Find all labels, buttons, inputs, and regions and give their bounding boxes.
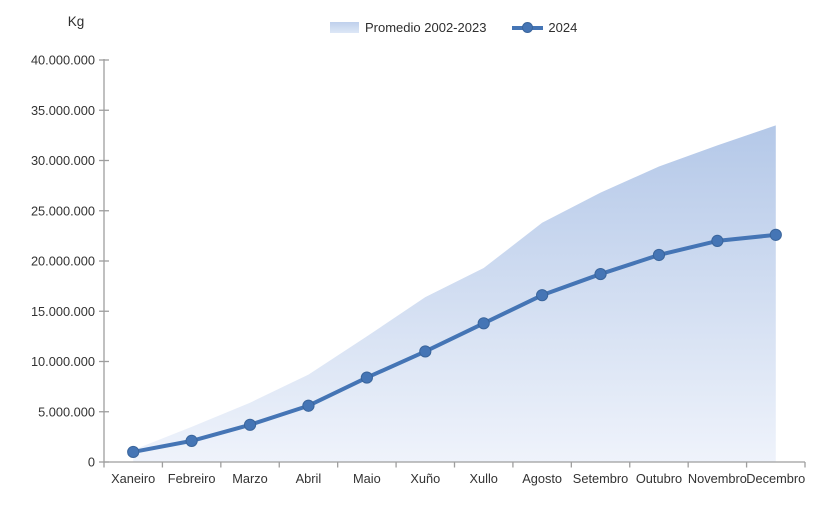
- legend-item-2024: 2024: [512, 20, 577, 35]
- x-category-label: Novembro: [688, 471, 747, 486]
- y-tick-label: 35.000.000: [31, 103, 95, 118]
- line-marker-icon: [512, 22, 544, 33]
- data-point-marker: [360, 371, 373, 384]
- line-marker-dot-icon: [522, 22, 534, 33]
- data-point-marker: [302, 399, 315, 412]
- y-tick-label: 15.000.000: [31, 304, 95, 319]
- x-category-label: Outubro: [636, 471, 682, 486]
- y-axis-unit-label: Kg: [67, 14, 85, 29]
- data-point-marker: [594, 267, 607, 281]
- y-tick-label: 10.000.000: [31, 354, 95, 369]
- data-point-marker: [711, 234, 724, 247]
- legend-label-promedio: Promedio 2002-2023: [365, 20, 487, 35]
- legend-label-2024: 2024: [548, 20, 578, 35]
- y-tick-label: 5.000.000: [38, 404, 95, 419]
- data-point-marker: [419, 345, 432, 358]
- data-point-marker: [243, 418, 257, 431]
- x-category-label: Marzo: [232, 471, 268, 486]
- x-category-label: Setembro: [573, 471, 628, 486]
- data-point-marker: [477, 317, 490, 330]
- data-point-marker: [536, 289, 549, 302]
- x-category-label: Xaneiro: [111, 471, 155, 486]
- x-category-label: Febreiro: [168, 471, 216, 486]
- x-category-label: Maio: [353, 471, 381, 486]
- year-2024-line-series: [131, 232, 778, 454]
- x-category-label: Xuño: [410, 471, 440, 486]
- y-tick-label: 25.000.000: [31, 203, 95, 218]
- area-swatch-icon: [330, 22, 359, 33]
- data-point-marker: [185, 434, 198, 447]
- x-category-label: Agosto: [522, 471, 562, 486]
- data-point-marker: [127, 445, 140, 459]
- promedio-area-series: [133, 125, 776, 462]
- legend-item-promedio: Promedio 2002-2023: [330, 20, 486, 35]
- x-category-label: Decembro: [746, 471, 805, 486]
- y-tick-label: 20.000.000: [31, 254, 95, 269]
- y-tick-label: 40.000.000: [31, 53, 95, 68]
- x-category-label: Xullo: [469, 471, 497, 486]
- y-tick-label: 30.000.000: [31, 153, 95, 168]
- y-tick-label: 0: [88, 455, 95, 470]
- legend: Promedio 2002-2023 2024: [330, 20, 577, 35]
- x-category-label: Abril: [296, 471, 322, 486]
- data-point-marker: [652, 248, 666, 262]
- data-point-marker: [769, 228, 782, 241]
